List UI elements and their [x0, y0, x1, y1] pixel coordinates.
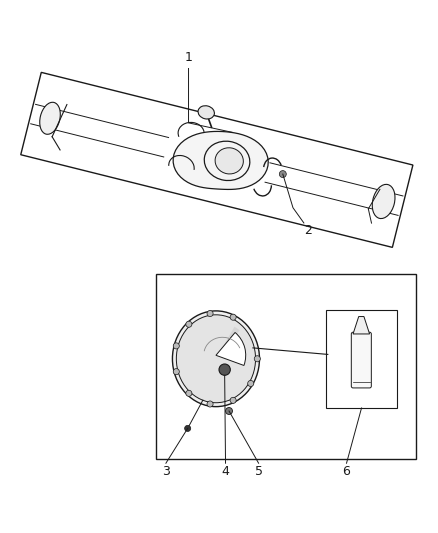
Circle shape [207, 401, 213, 407]
Bar [325, 310, 397, 408]
Circle shape [173, 343, 179, 349]
Text: 5: 5 [254, 465, 263, 478]
Text: 2: 2 [304, 224, 312, 237]
Circle shape [230, 397, 236, 403]
Text: 3: 3 [162, 465, 170, 478]
Ellipse shape [215, 148, 244, 174]
Ellipse shape [40, 102, 60, 134]
Circle shape [279, 171, 286, 177]
Text: 1: 1 [184, 51, 192, 64]
Circle shape [185, 425, 191, 431]
Circle shape [248, 381, 254, 386]
Circle shape [173, 369, 179, 375]
Ellipse shape [173, 311, 259, 407]
Circle shape [230, 314, 236, 320]
Circle shape [254, 356, 260, 362]
Circle shape [186, 390, 192, 397]
Polygon shape [173, 132, 268, 189]
Text: 6: 6 [343, 465, 350, 478]
FancyBboxPatch shape [351, 332, 371, 388]
Circle shape [207, 311, 213, 317]
Polygon shape [353, 317, 370, 334]
Wedge shape [216, 333, 246, 366]
Wedge shape [216, 327, 240, 359]
Ellipse shape [198, 106, 215, 119]
Ellipse shape [372, 184, 395, 219]
Ellipse shape [177, 315, 255, 403]
Circle shape [186, 321, 192, 327]
Circle shape [226, 408, 233, 415]
Bar [156, 274, 416, 459]
Text: 4: 4 [222, 465, 230, 478]
Circle shape [219, 364, 230, 375]
